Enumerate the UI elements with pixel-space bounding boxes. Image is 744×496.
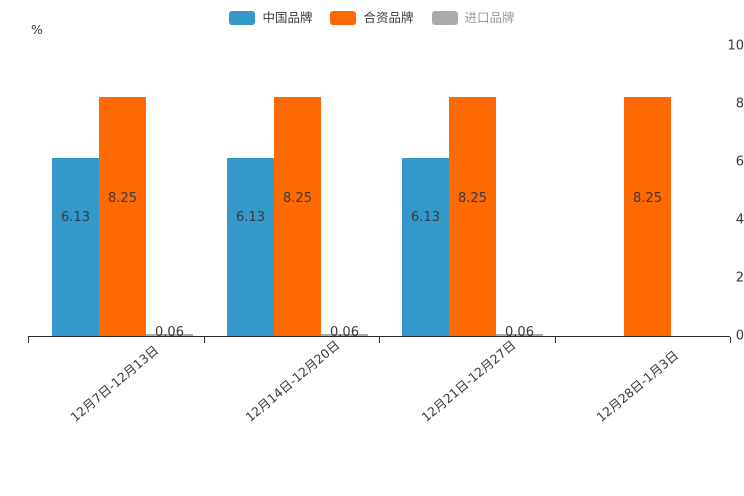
- legend-item-china-brand[interactable]: 中国品牌: [229, 11, 312, 25]
- y-axis-tick-6: 6: [735, 154, 744, 170]
- legend-label-china-brand: 中国品牌: [262, 10, 313, 25]
- legend-item-import-brand[interactable]: 进口品牌: [431, 10, 515, 25]
- chart-legend: 中国品牌 合资品牌 进口品牌: [0, 11, 744, 25]
- legend-swatch-china-brand: [229, 11, 256, 25]
- bar-value-label-china-brand-2: 6.13: [236, 210, 265, 226]
- bar-value-label-joint-venture-brand-4: 8.25: [633, 191, 662, 207]
- x-axis-category-label-3: 12月21日-12月27日: [418, 337, 519, 425]
- bar-joint-venture-brand-2[interactable]: [274, 96, 321, 336]
- bar-joint-venture-brand-1[interactable]: [99, 96, 146, 336]
- x-axis-tick-mark: [379, 337, 380, 343]
- x-axis-tick-mark: [203, 337, 205, 343]
- bar-china-brand-3[interactable]: [402, 158, 449, 336]
- bar-import-brand-3[interactable]: [496, 334, 543, 336]
- bar-value-label-import-brand-1: 0.06: [155, 325, 184, 340]
- bar-import-brand-1[interactable]: [146, 334, 193, 336]
- bar-import-brand-2[interactable]: [321, 334, 368, 336]
- y-axis-tick-4: 4: [735, 212, 744, 228]
- bar-joint-venture-brand-3[interactable]: [449, 96, 496, 336]
- x-axis-category-label-2: 12月14日-12月20日: [242, 337, 343, 425]
- legend-label-joint-venture-brand: 合资品牌: [363, 10, 414, 25]
- x-axis-tick-mark: [554, 337, 556, 343]
- legend-label-import-brand: 进口品牌: [464, 10, 515, 25]
- legend-swatch-import-brand: [431, 11, 458, 25]
- bar-value-label-joint-venture-brand-3: 8.25: [458, 191, 487, 207]
- bar-joint-venture-brand-4[interactable]: [624, 96, 671, 336]
- bar-value-label-joint-venture-brand-2: 8.25: [283, 191, 312, 207]
- x-axis-tick-mark: [28, 337, 29, 343]
- bar-value-label-import-brand-2: 0.06: [330, 325, 359, 340]
- legend-item-joint-venture-brand[interactable]: 合资品牌: [330, 10, 414, 25]
- bar-value-label-joint-venture-brand-1: 8.25: [108, 191, 137, 207]
- bar-value-label-import-brand-3: 0.06: [505, 325, 534, 340]
- y-axis-unit-label: %: [31, 22, 43, 37]
- y-axis-tick-2: 2: [735, 270, 744, 286]
- y-axis-tick-8: 8: [735, 96, 744, 112]
- bar-china-brand-1[interactable]: [52, 158, 99, 336]
- bar-value-label-china-brand-3: 6.13: [411, 210, 440, 226]
- legend-swatch-joint-venture-brand: [330, 11, 357, 25]
- x-axis-tick-mark: [730, 337, 731, 343]
- y-axis-tick-10: 10: [727, 38, 744, 54]
- x-axis-line: [28, 336, 730, 337]
- bar-value-label-china-brand-1: 6.13: [61, 210, 90, 226]
- x-axis-category-label-4: 12月28日-1月3日: [593, 347, 682, 425]
- y-axis-tick-0: 0: [735, 328, 744, 344]
- x-axis-category-label-1: 12月7日-12月13日: [67, 342, 162, 425]
- bar-china-brand-2[interactable]: [227, 158, 274, 336]
